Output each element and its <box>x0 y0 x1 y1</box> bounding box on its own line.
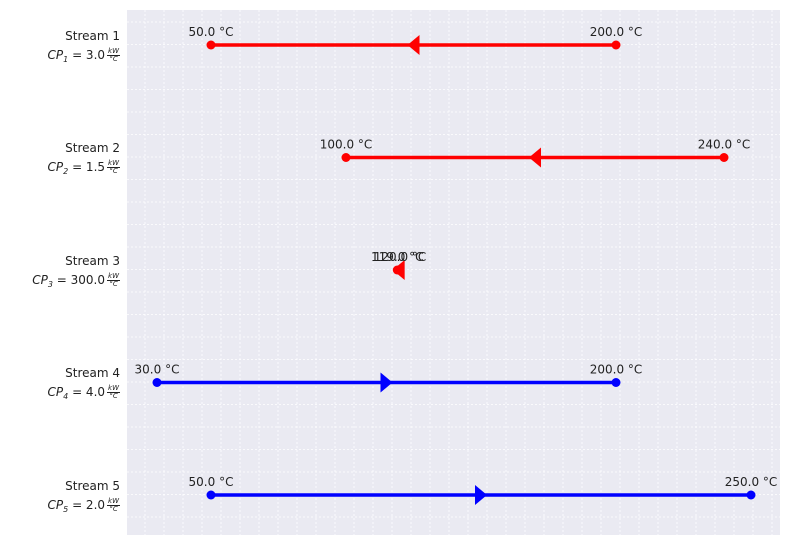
supply-point <box>206 490 216 500</box>
direction-arrow <box>380 372 393 393</box>
stream-label-3: Stream 3 CP3 = 300.0 kW °C <box>2 254 120 292</box>
cp-value: CP4 = 4.0 kW °C <box>47 384 120 401</box>
cp-value: CP5 = 2.0 kW °C <box>47 497 120 514</box>
direction-arrow <box>392 260 405 280</box>
stream-label-1: Stream 1 CP1 = 3.0 kW °C <box>2 29 120 67</box>
supply-point <box>152 378 162 387</box>
stream-2: 240.0 °C 100.0 °C <box>320 138 751 168</box>
target-temp-label: 250.0 °C <box>725 475 778 489</box>
stream-marks: 200.0 °C 50.0 °C 240.0 °C 100.0 °C 120.0 °C1… <box>135 25 778 505</box>
stream-1: 200.0 °C 50.0 °C <box>189 25 643 55</box>
stream-name: Stream 1 <box>65 29 120 43</box>
stream-4: 30.0 °C 200.0 °C <box>135 363 643 393</box>
stream-name: Stream 2 <box>65 141 120 155</box>
stream-label-5: Stream 5 CP5 = 2.0 kW °C <box>2 479 120 517</box>
cp-value: CP3 = 300.0 kW °C <box>32 272 120 289</box>
target-point <box>611 378 621 387</box>
target-temp-label: 100.0 °C <box>320 138 373 152</box>
stream-label-4: Stream 4 CP4 = 4.0 kW °C <box>2 366 120 404</box>
supply-temp-label: 30.0 °C <box>135 363 180 377</box>
stream-name: Stream 4 <box>65 366 120 380</box>
target-temp-label: 50.0 °C <box>189 25 234 39</box>
direction-arrow <box>407 35 420 55</box>
target-temp-label: 119.0 °C <box>371 250 424 264</box>
supply-temp-label: 50.0 °C <box>189 475 234 489</box>
direction-arrow <box>529 147 541 168</box>
target-point <box>746 490 756 500</box>
stream-name: Stream 5 <box>65 479 120 493</box>
supply-temp-label: 120.0 °C <box>374 250 427 264</box>
supply-temp-label: 240.0 °C <box>698 138 751 152</box>
grid-lines <box>127 10 780 535</box>
stream-5: 50.0 °C 250.0 °C <box>189 475 778 505</box>
cp-value: CP1 = 3.0 kW °C <box>47 47 120 64</box>
supply-point <box>719 153 729 162</box>
target-point <box>341 153 351 162</box>
stream-name: Stream 3 <box>65 254 120 268</box>
stream-label-2: Stream 2 CP2 = 1.5 kW °C <box>2 141 120 179</box>
target-temp-label: 200.0 °C <box>590 363 643 377</box>
target-point <box>206 40 216 50</box>
cp-value: CP2 = 1.5 kW °C <box>47 159 120 176</box>
direction-arrow <box>475 485 487 505</box>
supply-temp-label: 200.0 °C <box>590 25 643 39</box>
supply-point <box>611 40 621 50</box>
plot-background <box>127 10 780 535</box>
